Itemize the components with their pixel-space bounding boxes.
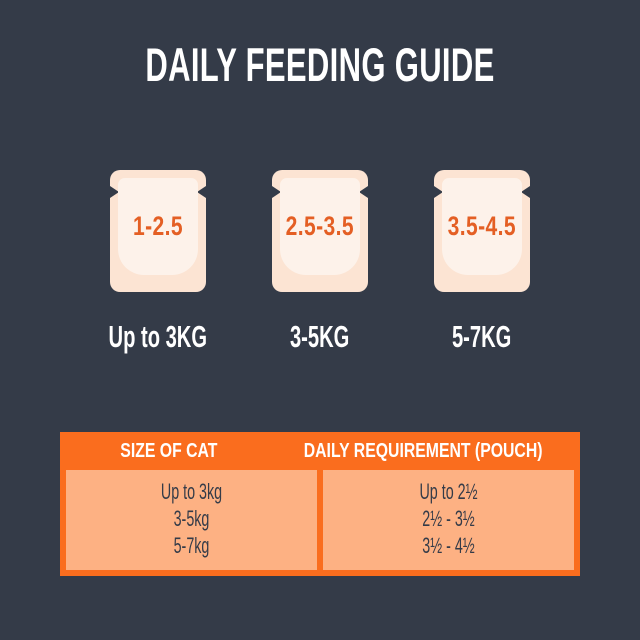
pouch-amount: 3.5-4.5 <box>447 211 517 241</box>
pouch-inner-panel: 3.5-4.5 <box>442 178 522 275</box>
table-cell-sizes: Up to 3kg 3-5kg 5-7kg <box>66 470 317 570</box>
requirement-value: 2½ - 3½ <box>422 506 475 531</box>
size-value: Up to 3kg <box>160 479 223 504</box>
weight-label: 3-5KG <box>290 319 350 354</box>
requirement-value: Up to 2½ <box>419 479 478 504</box>
pouch-illustration: 1-2.5 <box>110 170 206 292</box>
pouch-inner-panel: 2.5-3.5 <box>280 178 360 275</box>
pouch-inner-panel: 1-2.5 <box>118 178 198 275</box>
weight-label: 5-7KG <box>452 319 512 354</box>
pouch-amount: 1-2.5 <box>133 211 183 241</box>
pouch-illustration: 2.5-3.5 <box>272 170 368 292</box>
pouch-column-large-cat: 3.5-4.5 5-7KG <box>401 170 563 354</box>
requirement-value: 3½ - 4½ <box>422 533 475 558</box>
tear-notch-left-icon <box>272 186 281 198</box>
pouch-column-medium-cat: 2.5-3.5 3-5KG <box>239 170 401 354</box>
tear-notch-left-icon <box>110 186 119 198</box>
size-value: 5-7kg <box>173 533 210 558</box>
col-header-size-of-cat: SIZE OF CAT <box>120 439 218 462</box>
col-header-daily-requirement: DAILY REQUIREMENT (POUCH) <box>303 439 543 462</box>
pouch-column-small-cat: 1-2.5 Up to 3KG <box>77 170 239 354</box>
tear-notch-right-icon <box>521 186 530 198</box>
pouch-columns: 1-2.5 Up to 3KG 2.5-3.5 3-5KG 3.5-4.5 <box>0 170 640 354</box>
feeding-table: SIZE OF CAT DAILY REQUIREMENT (POUCH) Up… <box>60 432 580 576</box>
size-value: 3-5kg <box>173 506 210 531</box>
table-header-row: SIZE OF CAT DAILY REQUIREMENT (POUCH) <box>66 432 574 470</box>
tear-notch-right-icon <box>197 186 206 198</box>
weight-label: Up to 3KG <box>108 319 208 354</box>
tear-notch-right-icon <box>359 186 368 198</box>
pouch-illustration: 3.5-4.5 <box>434 170 530 292</box>
table-cell-requirements: Up to 2½ 2½ - 3½ 3½ - 4½ <box>323 470 574 570</box>
page-title: DAILY FEEDING GUIDE <box>145 38 495 91</box>
table-body: Up to 3kg 3-5kg 5-7kg Up to 2½ 2½ - 3½ 3… <box>66 470 574 570</box>
tear-notch-left-icon <box>434 186 443 198</box>
pouch-amount: 2.5-3.5 <box>285 211 355 241</box>
